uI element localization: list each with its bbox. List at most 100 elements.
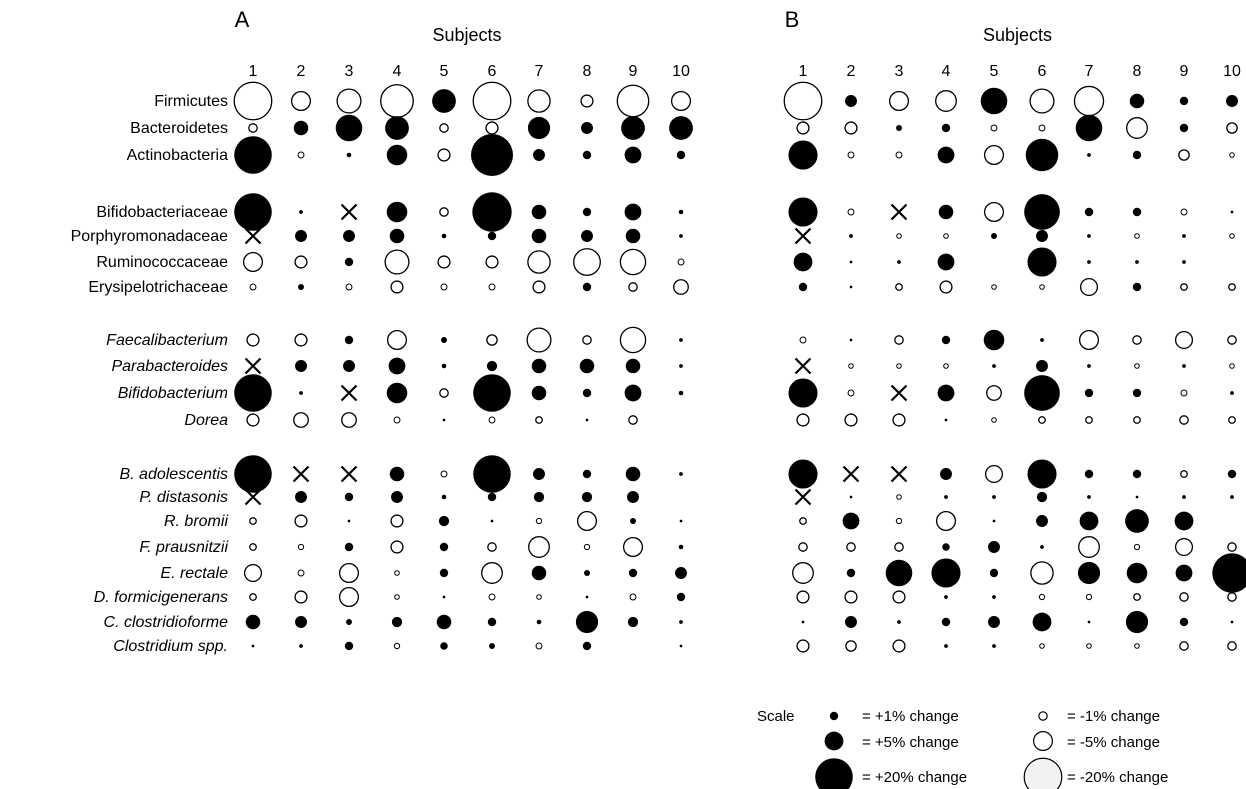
increase-bubble bbox=[788, 378, 817, 407]
increase-bubble bbox=[234, 136, 272, 174]
subject-number: 10 bbox=[672, 63, 690, 80]
subject-number: 5 bbox=[990, 63, 999, 80]
increase-bubble bbox=[1182, 364, 1186, 368]
increase-bubble bbox=[1027, 247, 1056, 276]
increase-bubble bbox=[945, 419, 948, 422]
row-label: Firmicutes bbox=[154, 93, 228, 110]
decrease-bubble bbox=[295, 256, 307, 268]
increase-bubble bbox=[938, 147, 955, 164]
increase-bubble bbox=[295, 360, 307, 372]
increase-bubble bbox=[488, 618, 496, 626]
decrease-bubble bbox=[528, 90, 550, 112]
increase-bubble bbox=[532, 229, 547, 244]
decrease-bubble bbox=[992, 418, 997, 423]
increase-bubble bbox=[1036, 515, 1048, 527]
decrease-bubble bbox=[847, 543, 855, 551]
decrease-bubble bbox=[1135, 364, 1140, 369]
increase-bubble bbox=[1040, 545, 1044, 549]
increase-bubble bbox=[432, 89, 456, 113]
increase-bubble bbox=[583, 283, 591, 291]
decrease-bubble bbox=[473, 82, 511, 120]
cross-marker bbox=[342, 205, 357, 220]
increase-bubble bbox=[938, 254, 955, 271]
increase-bubble bbox=[850, 496, 853, 499]
decrease-bubble bbox=[1227, 123, 1237, 133]
decrease-bubble bbox=[295, 591, 307, 603]
decrease-bubble bbox=[1086, 417, 1093, 424]
increase-bubble bbox=[1228, 470, 1236, 478]
increase-bubble bbox=[669, 116, 693, 140]
increase-bubble bbox=[942, 543, 950, 551]
increase-bubble bbox=[583, 389, 591, 397]
decrease-bubble bbox=[1179, 150, 1189, 160]
scale-item-label: = +20% change bbox=[862, 769, 967, 786]
decrease-bubble bbox=[295, 334, 307, 346]
increase-bubble bbox=[252, 645, 255, 648]
increase-bubble bbox=[1125, 509, 1149, 533]
increase-bubble bbox=[679, 338, 683, 342]
increase-bubble bbox=[843, 513, 860, 530]
increase-bubble bbox=[939, 205, 954, 220]
increase-bubble bbox=[931, 558, 960, 587]
decrease-bubble bbox=[391, 281, 403, 293]
increase-bubble bbox=[392, 617, 402, 627]
row-label: Faecalibacterium bbox=[106, 332, 228, 349]
increase-bubble bbox=[581, 230, 593, 242]
row-label: Erysipelotrichaceae bbox=[88, 279, 228, 296]
subject-number: 7 bbox=[1085, 63, 1094, 80]
increase-bubble bbox=[675, 567, 687, 579]
decrease-bubble bbox=[846, 641, 856, 651]
increase-bubble bbox=[677, 593, 685, 601]
increase-bubble bbox=[1024, 375, 1060, 411]
increase-bubble bbox=[345, 543, 353, 551]
increase-bubble bbox=[626, 467, 641, 482]
increase-bubble bbox=[621, 116, 645, 140]
increase-bubble bbox=[984, 330, 1005, 351]
increase-bubble bbox=[234, 455, 272, 493]
decrease-bubble bbox=[394, 643, 399, 648]
increase-bubble bbox=[628, 617, 638, 627]
decrease-bubble bbox=[1135, 644, 1140, 649]
decrease-bubble bbox=[1074, 86, 1103, 115]
increase-bubble bbox=[533, 149, 545, 161]
cross-marker bbox=[892, 467, 907, 482]
decrease-bubble bbox=[298, 544, 303, 549]
decrease-bubble bbox=[441, 471, 447, 477]
decrease-bubble bbox=[1228, 543, 1236, 551]
increase-bubble bbox=[942, 618, 950, 626]
subject-number: 5 bbox=[440, 63, 449, 80]
increase-bubble bbox=[896, 125, 902, 131]
decrease-bubble bbox=[1134, 417, 1141, 424]
subject-number: 1 bbox=[249, 63, 258, 80]
decrease-bubble bbox=[848, 390, 854, 396]
increase-bubble bbox=[345, 642, 353, 650]
increase-bubble bbox=[1231, 211, 1234, 214]
decrease-bubble bbox=[337, 89, 361, 113]
increase-bubble bbox=[387, 202, 408, 223]
increase-bubble bbox=[988, 541, 1000, 553]
decrease-bubble bbox=[340, 564, 359, 583]
increase-bubble bbox=[471, 134, 513, 176]
increase-bubble bbox=[440, 569, 448, 577]
increase-bubble bbox=[788, 459, 817, 488]
increase-bubble bbox=[845, 616, 857, 628]
subject-number: 6 bbox=[488, 63, 497, 80]
increase-bubble bbox=[1182, 234, 1186, 238]
decrease-bubble bbox=[1180, 416, 1188, 424]
decrease-bubble bbox=[1181, 471, 1188, 478]
decrease-bubble bbox=[937, 512, 956, 531]
decrease-bubble bbox=[342, 413, 357, 428]
decrease-bubble bbox=[340, 588, 359, 607]
decrease-bubble bbox=[1228, 593, 1236, 601]
increase-bubble bbox=[679, 210, 684, 215]
increase-bubble bbox=[391, 491, 403, 503]
decrease-bubble bbox=[797, 591, 809, 603]
subject-number: 6 bbox=[1038, 63, 1047, 80]
increase-bubble bbox=[629, 569, 637, 577]
row-label: F. prausnitzii bbox=[139, 539, 228, 556]
decrease-bubble bbox=[1087, 644, 1092, 649]
increase-bubble bbox=[992, 644, 996, 648]
increase-bubble bbox=[1212, 553, 1246, 592]
decrease-bubble bbox=[629, 283, 637, 291]
decrease-bubble bbox=[391, 515, 403, 527]
